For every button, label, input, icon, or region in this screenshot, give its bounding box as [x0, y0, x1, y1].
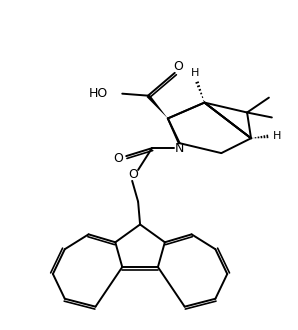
Text: O: O	[113, 151, 123, 165]
Text: O: O	[173, 60, 183, 73]
Text: H: H	[190, 68, 199, 78]
Text: H: H	[273, 131, 281, 141]
Text: N: N	[175, 142, 184, 155]
Polygon shape	[147, 94, 168, 118]
Text: HO: HO	[89, 87, 108, 100]
Text: O: O	[128, 168, 138, 182]
